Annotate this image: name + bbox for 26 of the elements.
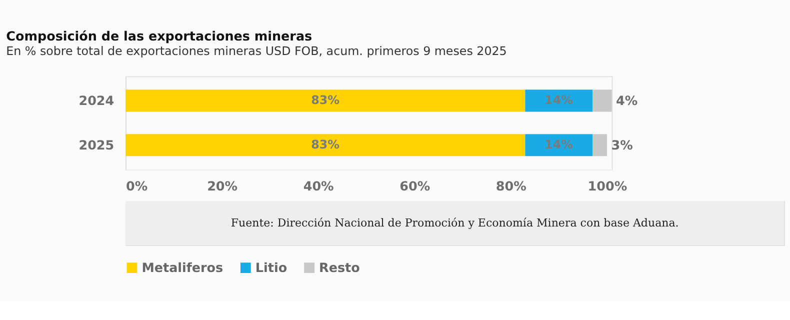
legend-label: Litio [255, 260, 288, 276]
bar [126, 134, 526, 156]
x-tick-label: 100% [588, 178, 628, 194]
source-note: Fuente: Dirección Nacional de Promoción y Economía Minera con base Aduana. [230, 216, 679, 230]
x-tick-label: 0% [126, 178, 148, 194]
data-label: 3% [611, 137, 634, 152]
chart-title: Composición de las exportaciones mineras [6, 28, 312, 44]
x-tick-label: 40% [303, 178, 334, 194]
legend-label: Metaliferos [142, 260, 224, 276]
x-tick-label: 20% [207, 178, 238, 194]
data-label: 4% [616, 92, 638, 108]
bar [525, 134, 593, 156]
bar [126, 90, 526, 112]
y-tick-label: 2024 [78, 92, 114, 108]
y-tick-label: 2025 [78, 137, 114, 152]
chart-subtitle: En % sobre total de exportaciones mineras USD FOB, acum. primeros 9 meses 2025 [6, 44, 507, 58]
data-label: 83% [311, 93, 340, 108]
data-label: 83% [311, 138, 340, 152]
x-tick-label: 60% [400, 178, 430, 194]
bar [592, 134, 607, 156]
legend-label: Resto [319, 260, 360, 276]
data-label: 14% [544, 93, 574, 108]
data-label: 14% [544, 138, 574, 152]
bar [525, 90, 593, 112]
x-tick-label: 80% [496, 178, 527, 194]
bar [592, 90, 612, 112]
